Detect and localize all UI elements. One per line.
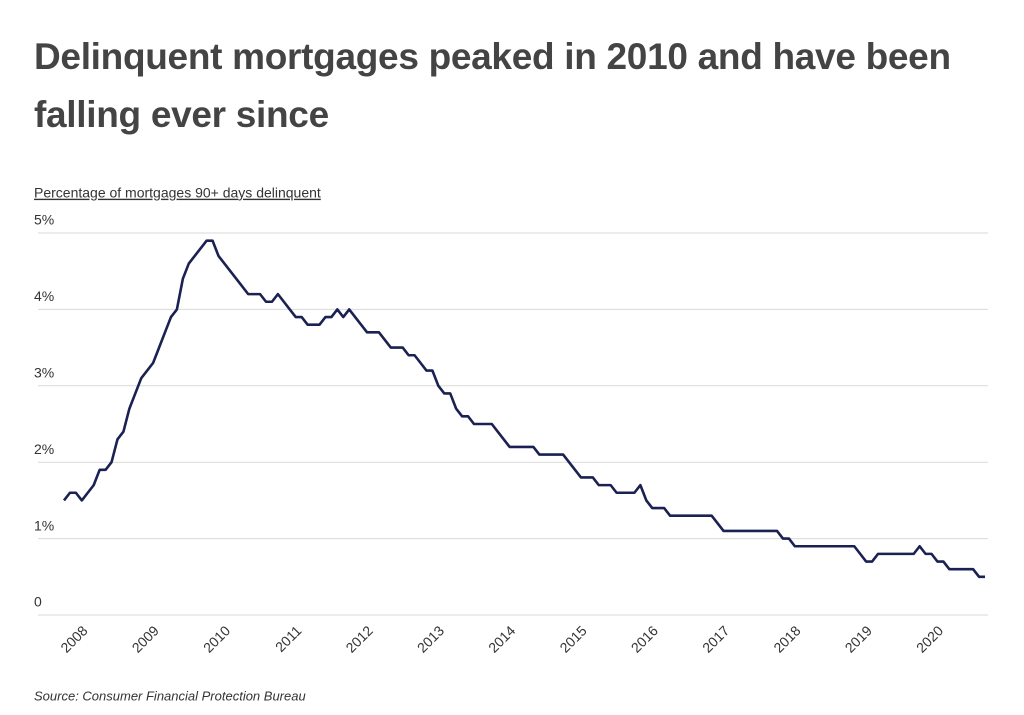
chart-title: Delinquent mortgages peaked in 2010 and … bbox=[34, 36, 951, 135]
y-tick-label: 0 bbox=[34, 594, 42, 610]
x-tick-label: 2010 bbox=[200, 622, 233, 655]
y-tick-label: 4% bbox=[34, 288, 54, 304]
x-tick-label: 2018 bbox=[770, 622, 803, 655]
x-tick-label: 2008 bbox=[57, 622, 90, 655]
x-tick-label: 2016 bbox=[628, 622, 661, 655]
y-axis-label: Percentage of mortgages 90+ days delinqu… bbox=[34, 185, 321, 201]
y-tick-label: 3% bbox=[34, 365, 54, 381]
source: Source: Consumer Financial Protection Bu… bbox=[34, 688, 306, 703]
x-tick-label: 2019 bbox=[842, 622, 875, 655]
x-tick-label: 2020 bbox=[913, 622, 946, 655]
x-tick-label: 2011 bbox=[272, 622, 305, 655]
y-tick-label: 1% bbox=[34, 517, 54, 533]
x-tick-label: 2017 bbox=[699, 622, 732, 655]
x-tick-label: 2012 bbox=[342, 622, 375, 655]
x-tick-label: 2015 bbox=[556, 622, 589, 655]
y-tick-label: 5% bbox=[34, 212, 54, 228]
data-line bbox=[62, 239, 985, 579]
x-tick-label: 2014 bbox=[485, 622, 518, 655]
y-tick-label: 2% bbox=[34, 441, 54, 457]
x-tick-label: 2013 bbox=[414, 622, 447, 655]
x-tick-label: 2009 bbox=[129, 622, 162, 655]
